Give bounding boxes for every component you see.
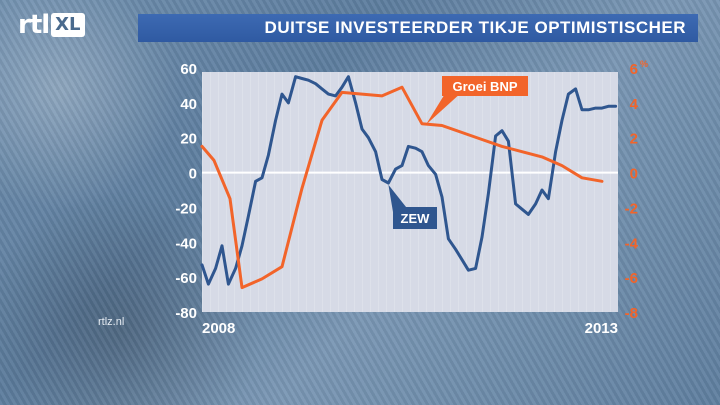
x-start-label: 2008	[202, 320, 235, 337]
series-line-zew	[200, 75, 618, 286]
y-right-tick-label: -4	[625, 235, 639, 252]
y-left-tick-label: -40	[175, 235, 197, 252]
y-left-tick-label: 20	[180, 131, 197, 148]
bnp-callout-pointer	[426, 92, 462, 125]
y-right-tick-label: -8	[625, 305, 638, 322]
y-left-tick-label: -80	[175, 305, 197, 322]
chart-title: DUITSE INVESTEERDER TIKJE OPTIMISTISCHER	[264, 18, 686, 37]
y-left-tick-label: 60	[180, 61, 197, 78]
zew-callout-box	[393, 207, 437, 229]
y-right-tick-label: -6	[625, 270, 638, 287]
y-right-unit-label: %	[640, 59, 648, 69]
y-left-tick-label: 0	[189, 166, 197, 183]
y-right-tick-label: 0	[630, 166, 638, 183]
x-end-label: 2013	[585, 320, 618, 337]
y-right-tick-label: -2	[625, 200, 638, 217]
y-right-tick-label: 6	[630, 61, 638, 78]
logo-xl-badge: XL	[51, 13, 85, 37]
zew-callout-label: ZEW	[401, 211, 431, 226]
y-right-tick-label: 2	[630, 131, 638, 148]
zew-callout-pointer	[388, 184, 410, 212]
logo-rtl-text: rtl	[18, 10, 50, 40]
bnp-callout-label: Groei BNP	[452, 79, 517, 94]
y-right-tick-label: 4	[630, 96, 639, 113]
series-line-groei-bnp	[200, 85, 604, 290]
y-left-tick-label: -20	[175, 200, 197, 217]
watermark: rtlz.nl	[98, 316, 125, 328]
channel-logo: rtl XL	[18, 10, 124, 40]
bnp-callout-box	[442, 76, 528, 96]
y-left-tick-label: 40	[180, 96, 197, 113]
title-bar: DUITSE INVESTEERDER TIKJE OPTIMISTISCHER	[138, 14, 698, 42]
y-left-tick-label: -60	[175, 270, 197, 287]
